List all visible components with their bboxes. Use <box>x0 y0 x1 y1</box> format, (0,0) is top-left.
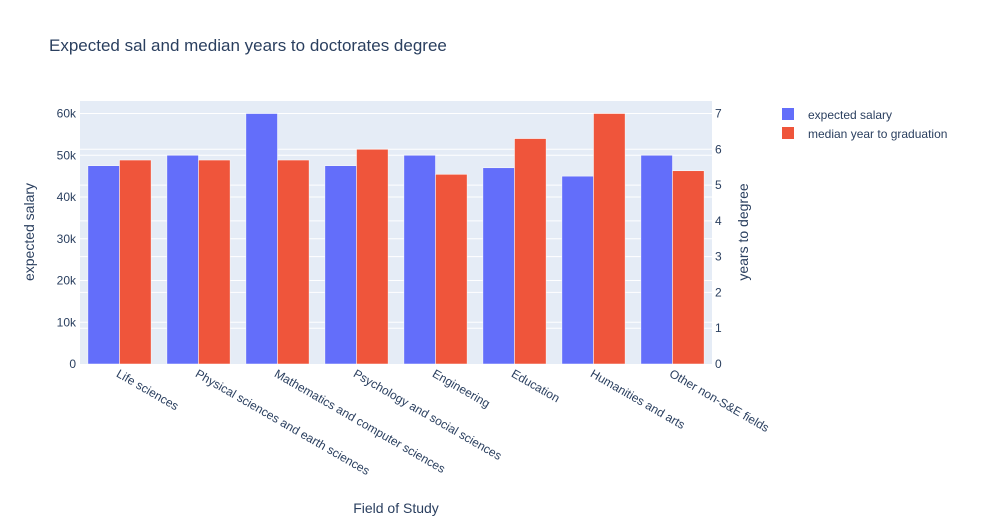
bar-expected-salary-1[interactable] <box>87 165 120 365</box>
y-tick-label: 60k <box>57 107 77 121</box>
bar-expected-salary-2[interactable] <box>166 155 199 365</box>
bar-expected-salary-7[interactable] <box>561 175 594 365</box>
bar-median-year-to-graduation-2[interactable] <box>198 159 231 365</box>
bar-expected-salary-6[interactable] <box>482 167 515 365</box>
bar-expected-salary-5[interactable] <box>403 155 436 365</box>
bar-median-year-to-graduation-8[interactable] <box>672 170 705 365</box>
legend-label: expected salary <box>808 108 892 122</box>
bar-median-year-to-graduation-6[interactable] <box>514 138 547 365</box>
bar-expected-salary-4[interactable] <box>324 165 357 365</box>
y2-tick-label: 5 <box>715 178 722 192</box>
y2-tick-label: 0 <box>715 357 722 371</box>
y2-tick-label: 4 <box>715 214 722 228</box>
y-tick-label: 20k <box>57 274 77 288</box>
bar-median-year-to-graduation-3[interactable] <box>277 159 310 365</box>
y-axis-ticks: 0 10k 20k 30k 40k 50k 60k <box>57 107 77 371</box>
chart-title: Expected sal and median years to doctora… <box>49 36 447 55</box>
y-axis-label: expected salary <box>21 183 37 281</box>
legend[interactable]: expected salary median year to graduation <box>782 108 947 141</box>
y-tick-label: 50k <box>57 148 77 162</box>
legend-item-2[interactable]: median year to graduation <box>782 127 947 141</box>
legend-swatch <box>782 127 794 139</box>
y-tick-label: 40k <box>57 190 77 204</box>
y2-tick-label: 2 <box>715 285 722 299</box>
y-tick-label: 0 <box>69 357 76 371</box>
y-tick-label: 10k <box>57 315 77 329</box>
bar-median-year-to-graduation-4[interactable] <box>356 149 389 365</box>
bar-expected-salary-3[interactable] <box>245 113 278 365</box>
y2-axis-label: years to degree <box>735 183 751 280</box>
y2-tick-label: 7 <box>715 107 722 121</box>
bars <box>87 113 705 365</box>
y-tick-label: 30k <box>57 232 77 246</box>
y2-tick-label: 3 <box>715 250 722 264</box>
bar-median-year-to-graduation-1[interactable] <box>119 159 152 365</box>
x-axis-label: Field of Study <box>353 500 439 516</box>
y2-tick-label: 6 <box>715 142 722 156</box>
legend-label: median year to graduation <box>808 127 947 141</box>
y2-axis-ticks: 0 1 2 3 4 5 6 7 <box>715 107 722 371</box>
legend-item-1[interactable]: expected salary <box>782 108 892 122</box>
bar-median-year-to-graduation-7[interactable] <box>593 113 626 365</box>
legend-swatch <box>782 108 794 120</box>
bar-expected-salary-8[interactable] <box>640 155 673 365</box>
bar-median-year-to-graduation-5[interactable] <box>435 174 468 365</box>
y2-tick-label: 1 <box>715 321 722 335</box>
